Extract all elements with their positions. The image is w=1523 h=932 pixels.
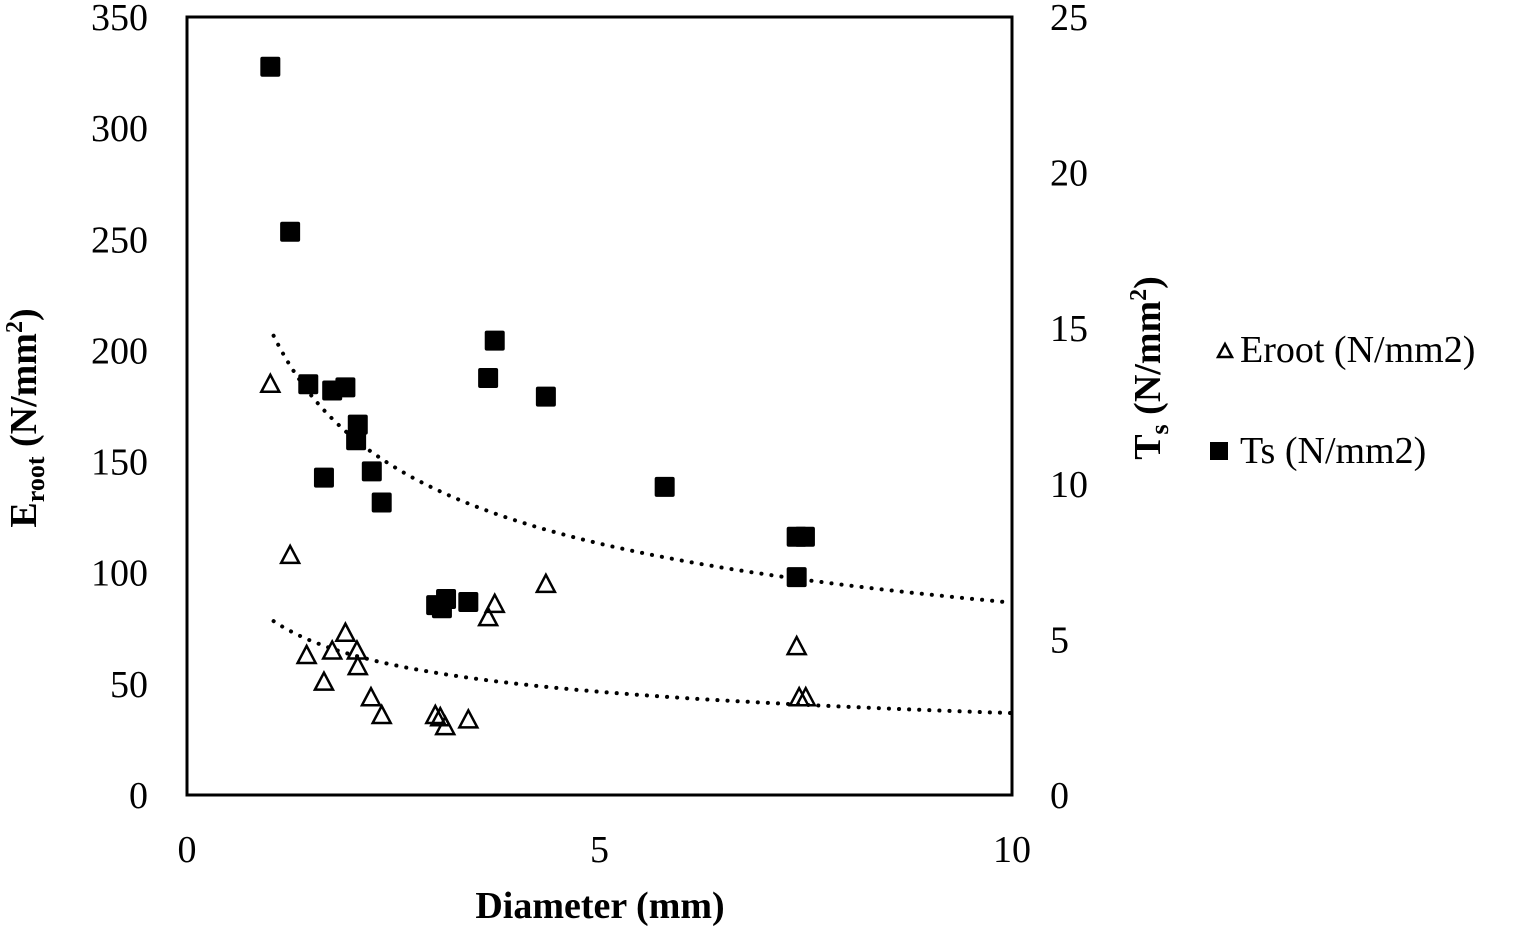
legend-label-ts: Ts (N/mm2) <box>1240 430 1426 472</box>
open-triangle-icon <box>1215 341 1235 359</box>
ts-point <box>654 476 675 497</box>
ts-point <box>458 592 479 613</box>
eroot-point <box>295 643 318 665</box>
eroot-point <box>424 703 447 725</box>
y-right-tick-label: 5 <box>1050 619 1069 661</box>
eroot-point <box>259 372 282 394</box>
ts-point <box>431 598 452 619</box>
eroot-point <box>794 685 817 707</box>
legend-item-ts: Ts (N/mm2) <box>1210 430 1426 472</box>
y-left-tick-label: 250 <box>91 219 148 261</box>
y-left-tick-label: 50 <box>110 664 148 706</box>
ts-point <box>361 461 382 482</box>
y-right-tick-label: 15 <box>1050 308 1088 350</box>
ts-point <box>347 414 368 435</box>
x-tick-label: 10 <box>993 829 1031 871</box>
ts-point <box>371 492 392 513</box>
eroot-point <box>312 669 336 691</box>
ts-point <box>298 374 319 395</box>
legend: Eroot (N/mm2) Ts (N/mm2) <box>1210 329 1475 472</box>
y-left-tick-labels: 0 50 100 150 200 250 300 350 <box>91 0 148 817</box>
y-left-tick-label: 200 <box>91 330 148 372</box>
eroot-point <box>359 685 383 707</box>
trendline-eroot <box>271 619 1014 716</box>
trendline-ts <box>271 333 1014 605</box>
ts-point <box>478 367 499 388</box>
y-left-tick-label: 300 <box>91 108 148 150</box>
eroot-point <box>785 634 808 656</box>
y-right-tick-label: 10 <box>1050 464 1088 506</box>
ts-point <box>280 221 301 242</box>
ts-point <box>535 386 556 407</box>
eroot-point <box>434 714 457 736</box>
eroot-point <box>321 638 344 660</box>
plot-area-frame <box>185 15 1014 797</box>
eroot-point <box>334 621 357 642</box>
eroot-point <box>534 572 557 594</box>
ts-point <box>794 526 815 547</box>
x-axis-title: Diameter (mm) <box>475 885 724 927</box>
x-tick-labels: 0 5 10 <box>178 829 1032 871</box>
ts-point <box>313 467 334 488</box>
trendlines <box>271 333 1014 716</box>
ts-point <box>335 377 356 398</box>
eroot-point <box>457 707 480 729</box>
eroot-point <box>370 703 393 725</box>
y-left-tick-label: 350 <box>91 0 148 39</box>
ts-point <box>346 430 367 451</box>
ts-point <box>484 330 505 351</box>
legend-label-eroot: Eroot (N/mm2) <box>1240 329 1475 371</box>
y-left-tick-label: 150 <box>91 442 148 484</box>
y-right-axis-title: Ts (N/mm2) <box>1126 276 1174 460</box>
eroot-point <box>279 543 302 565</box>
y-right-tick-label: 25 <box>1050 0 1088 39</box>
x-tick-label: 0 <box>178 829 197 871</box>
y-left-tick-label: 0 <box>129 775 148 817</box>
eroot-point <box>477 605 500 627</box>
x-tick-label: 5 <box>590 829 609 871</box>
y-right-tick-label: 0 <box>1050 775 1069 817</box>
y-right-tick-label: 20 <box>1050 153 1088 195</box>
ts-point <box>260 56 281 77</box>
filled-square-icon <box>1210 442 1228 460</box>
legend-item-eroot: Eroot (N/mm2) <box>1215 329 1475 371</box>
y-left-axis-title: Eroot (N/mm2) <box>2 308 50 527</box>
y-right-tick-labels: 0 5 10 15 20 25 <box>1050 0 1088 817</box>
data-points <box>259 56 817 736</box>
y-left-tick-label: 100 <box>91 553 148 595</box>
ts-point <box>786 567 807 588</box>
eroot-point <box>483 592 506 614</box>
eroot-point <box>346 654 369 676</box>
